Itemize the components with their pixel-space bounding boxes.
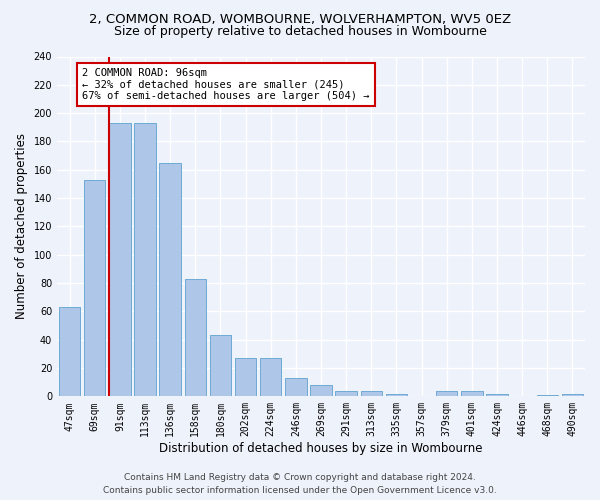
Bar xyxy=(285,378,307,396)
Text: 2, COMMON ROAD, WOMBOURNE, WOLVERHAMPTON, WV5 0EZ: 2, COMMON ROAD, WOMBOURNE, WOLVERHAMPTON… xyxy=(89,12,511,26)
Text: Contains HM Land Registry data © Crown copyright and database right 2024.
Contai: Contains HM Land Registry data © Crown c… xyxy=(103,473,497,495)
Bar xyxy=(536,395,558,396)
Y-axis label: Number of detached properties: Number of detached properties xyxy=(15,134,28,320)
Bar xyxy=(461,390,482,396)
Bar xyxy=(160,162,181,396)
Bar xyxy=(235,358,256,397)
Bar xyxy=(59,307,80,396)
Bar xyxy=(487,394,508,396)
Bar xyxy=(562,394,583,396)
Bar xyxy=(84,180,106,396)
Bar xyxy=(386,394,407,396)
Text: Size of property relative to detached houses in Wombourne: Size of property relative to detached ho… xyxy=(113,25,487,38)
Bar xyxy=(310,385,332,396)
Bar xyxy=(260,358,281,397)
Bar xyxy=(134,123,156,396)
Bar xyxy=(436,390,457,396)
Bar xyxy=(210,336,231,396)
Bar xyxy=(361,390,382,396)
X-axis label: Distribution of detached houses by size in Wombourne: Distribution of detached houses by size … xyxy=(159,442,483,455)
Text: 2 COMMON ROAD: 96sqm
← 32% of detached houses are smaller (245)
67% of semi-deta: 2 COMMON ROAD: 96sqm ← 32% of detached h… xyxy=(82,68,370,101)
Bar xyxy=(185,279,206,396)
Bar xyxy=(109,123,131,396)
Bar xyxy=(335,390,357,396)
